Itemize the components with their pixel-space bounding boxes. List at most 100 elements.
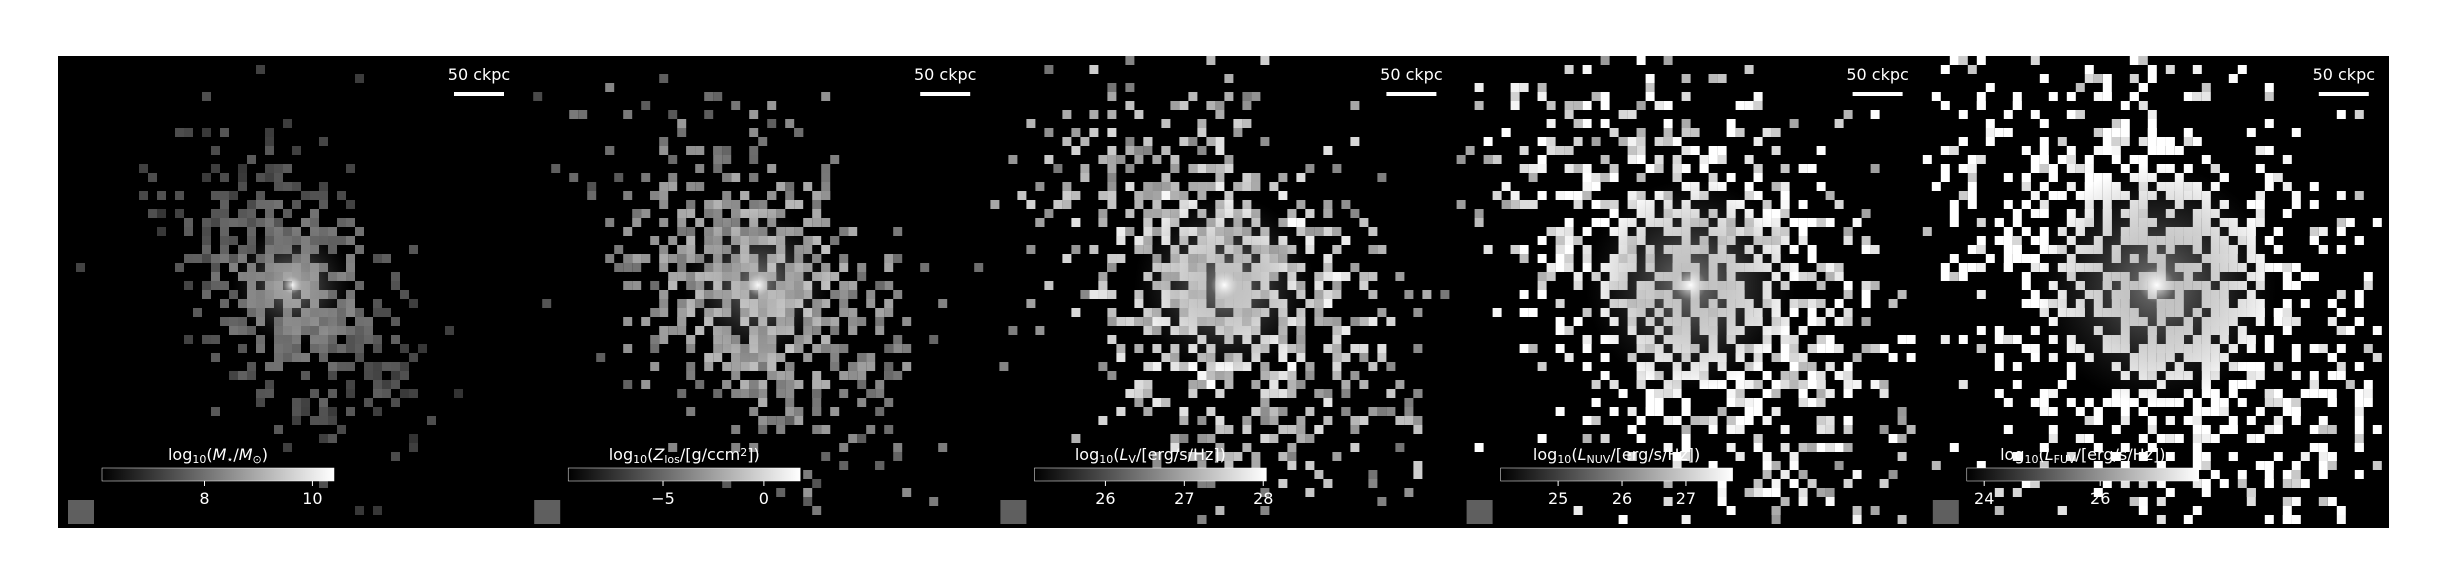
- pixel: [1035, 326, 1045, 335]
- pixel: [1861, 209, 1871, 218]
- pixel: [650, 344, 660, 353]
- pixel: [1582, 254, 1592, 263]
- pixel: [1897, 416, 1907, 425]
- pixel: [1519, 290, 1529, 299]
- pixel: [2093, 146, 2103, 155]
- pixel: [319, 407, 328, 416]
- pixel: [202, 227, 211, 236]
- pixel: [713, 164, 723, 173]
- pixel: [812, 506, 822, 515]
- colorbar-label: log10(LV/[erg/s/Hz]): [1075, 445, 1226, 466]
- pixel: [1994, 488, 2004, 497]
- pixel: [2039, 389, 2049, 398]
- pixel: [1188, 389, 1198, 398]
- pixel: [1762, 416, 1772, 425]
- pixel: [1071, 245, 1081, 254]
- pixel: [2111, 128, 2121, 137]
- pixel: [1985, 119, 1995, 128]
- label-part: /[g/ccm: [680, 445, 740, 464]
- pixel: [1170, 155, 1180, 164]
- pixel: [1573, 506, 1583, 515]
- pixel: [1753, 479, 1763, 488]
- pixel: [920, 263, 930, 272]
- pixel: [382, 380, 391, 389]
- pixel: [1762, 371, 1772, 380]
- pixel: [1789, 452, 1799, 461]
- pixel: [2291, 344, 2301, 353]
- pixel: [2003, 173, 2013, 182]
- pixel: [382, 308, 391, 317]
- label-part: FUV: [2054, 453, 2076, 466]
- pixel: [677, 245, 687, 254]
- pixel: [2255, 434, 2265, 443]
- label-part: log: [168, 445, 192, 464]
- pixel: [866, 362, 876, 371]
- pixel: [1735, 398, 1745, 407]
- pixel: [2012, 101, 2022, 110]
- pixel: [1546, 227, 1556, 236]
- pixel: [2192, 461, 2202, 470]
- pixel: [382, 254, 391, 263]
- pixel: [1985, 254, 1995, 263]
- pixel: [1134, 398, 1144, 407]
- pixel: [2183, 515, 2193, 524]
- pixel: [1026, 119, 1036, 128]
- pixel: [749, 443, 759, 452]
- pixel: [677, 299, 687, 308]
- pixel: [2057, 155, 2067, 164]
- pixel: [623, 110, 633, 119]
- pixel: [2255, 407, 2265, 416]
- pixel: [1690, 146, 1700, 155]
- pixel: [2336, 371, 2346, 380]
- pixel: [337, 218, 346, 227]
- pixel: [1681, 146, 1691, 155]
- label-part: ⋆: [226, 453, 233, 466]
- pixel: [184, 281, 193, 290]
- pixel: [1332, 317, 1342, 326]
- pixel: [2336, 344, 2346, 353]
- pixel: [1843, 479, 1853, 488]
- pixel: [767, 119, 777, 128]
- pixel: [1798, 164, 1808, 173]
- pixel: [1681, 74, 1691, 83]
- pixel: [2030, 353, 2040, 362]
- pixel: [247, 200, 256, 209]
- pixel: [785, 371, 795, 380]
- pixel: [668, 326, 678, 335]
- pixel: [1188, 164, 1198, 173]
- pixel: [2291, 416, 2301, 425]
- pixel: [2264, 425, 2274, 434]
- pixel: [1107, 371, 1117, 380]
- pixel: [1922, 227, 1932, 236]
- pixel: [1780, 209, 1790, 218]
- label-part: (: [647, 445, 653, 464]
- pixel: [1323, 398, 1333, 407]
- pixel: [2183, 92, 2193, 101]
- pixel: [839, 308, 849, 317]
- pixel: [1296, 380, 1306, 389]
- pixel: [1888, 470, 1898, 479]
- pixel: [2327, 461, 2337, 470]
- pixel: [1753, 191, 1763, 200]
- pixel: [902, 488, 912, 497]
- pixel: [866, 299, 876, 308]
- pixel: [1897, 290, 1907, 299]
- pixel: [1609, 407, 1619, 416]
- pixel: [2255, 164, 2265, 173]
- pixel: [1080, 290, 1090, 299]
- pixel: [2039, 209, 2049, 218]
- pixel: [1197, 191, 1207, 200]
- pixel: [346, 308, 355, 317]
- pixel: [1089, 245, 1099, 254]
- pixel: [1753, 434, 1763, 443]
- pixel: [2066, 110, 2076, 119]
- pixel: [875, 380, 885, 389]
- pixel: [1350, 101, 1360, 110]
- pixel: [758, 416, 768, 425]
- pixel: [328, 236, 337, 245]
- pixel: [2309, 425, 2319, 434]
- pixel: [632, 281, 642, 290]
- pixel: [1332, 281, 1342, 290]
- pixel: [2210, 389, 2220, 398]
- pixel: [1197, 416, 1207, 425]
